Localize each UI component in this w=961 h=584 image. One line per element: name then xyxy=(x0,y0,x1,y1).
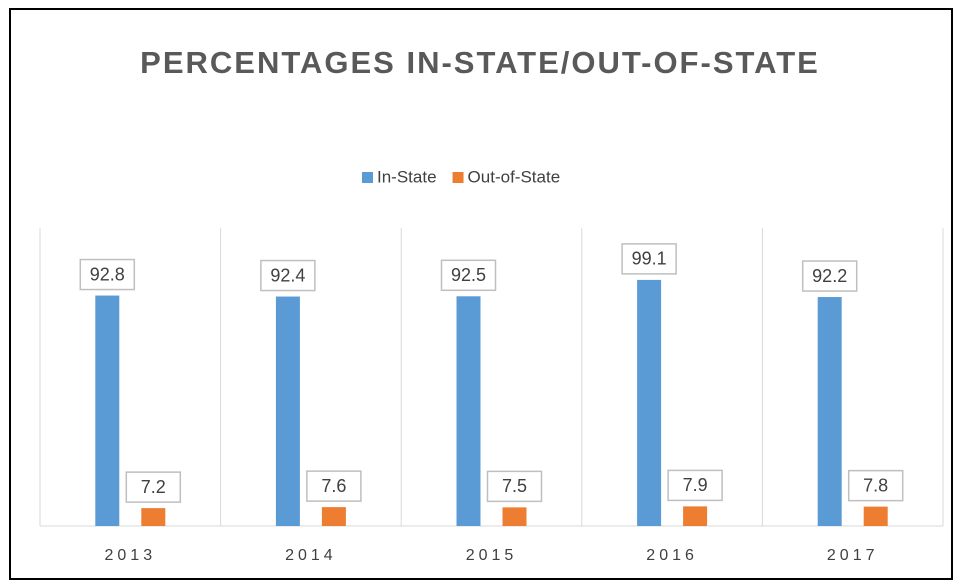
data-label-box xyxy=(621,243,677,275)
data-label: 92.5 xyxy=(451,265,486,285)
data-label-box xyxy=(306,470,362,502)
bar xyxy=(275,296,300,526)
bar xyxy=(637,279,662,526)
data-label: 7.9 xyxy=(683,475,708,495)
data-label: 92.4 xyxy=(270,265,305,285)
bar xyxy=(141,508,166,526)
data-label-box xyxy=(486,470,543,503)
bar xyxy=(817,297,842,526)
data-label: 92.8 xyxy=(90,264,125,284)
data-label: 92.2 xyxy=(812,266,847,286)
legend-label: In-State xyxy=(377,167,437,186)
data-label-box xyxy=(801,260,858,292)
data-label: 7.5 xyxy=(502,476,527,496)
bar xyxy=(502,507,527,526)
data-label-box xyxy=(79,258,136,291)
data-label: 7.6 xyxy=(321,476,346,496)
data-label-box xyxy=(847,469,904,502)
data-label: 7.2 xyxy=(141,477,166,497)
data-label-box xyxy=(667,469,723,502)
x-tick-label: 2013 xyxy=(105,547,157,564)
x-tick-label: 2017 xyxy=(827,547,879,564)
legend-swatch xyxy=(362,172,373,183)
data-label: 99.1 xyxy=(632,249,667,269)
bar xyxy=(683,506,708,526)
legend-swatch xyxy=(452,172,464,183)
data-label: 7.8 xyxy=(863,475,888,495)
bar xyxy=(456,296,481,526)
x-tick-label: 2016 xyxy=(646,547,698,564)
data-label-box xyxy=(440,259,497,292)
x-tick-label: 2015 xyxy=(466,547,518,564)
bar xyxy=(95,295,120,526)
data-label-box xyxy=(125,471,182,503)
x-tick-label: 2014 xyxy=(285,547,337,564)
data-label-box xyxy=(260,259,316,292)
legend-label: Out-of-State xyxy=(468,167,561,186)
bar xyxy=(321,507,346,526)
bar xyxy=(863,506,888,526)
chart-frame xyxy=(9,8,953,580)
chart-title: PERCENTAGES IN-STATE/OUT-OF-STATE xyxy=(140,45,820,80)
